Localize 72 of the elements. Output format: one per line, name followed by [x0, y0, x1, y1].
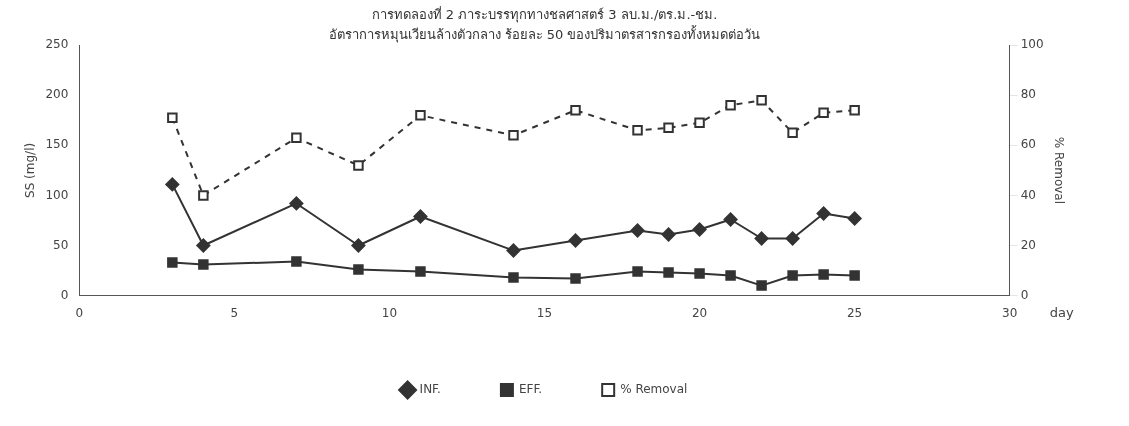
point: [570, 105, 581, 116]
point: [694, 268, 705, 279]
point: [198, 190, 209, 201]
point: [754, 231, 769, 246]
point: [849, 105, 860, 116]
point: [663, 122, 674, 134]
point: [506, 243, 521, 258]
x-axis-title: day: [1049, 304, 1074, 320]
point: [353, 160, 364, 171]
point: [756, 280, 767, 291]
point: [818, 107, 829, 119]
y2-tick-label: 100: [1020, 37, 1044, 52]
point: [568, 233, 583, 248]
point: [291, 256, 302, 267]
y-tick-label: 250: [45, 37, 69, 52]
point: [663, 267, 674, 278]
y2-tick-label: 60: [1020, 137, 1036, 152]
point: [508, 272, 519, 283]
chart-subtitle: อัตราการหมุนเวียนล้างตัวกลาง ร้อยละ 50 ของปริมาตรสารกรองทั้งหมดต่อวัน: [328, 24, 761, 43]
point: [785, 231, 800, 246]
point: [816, 206, 831, 221]
y-tick-label: 0: [60, 287, 69, 302]
point: [570, 273, 581, 284]
point: [661, 227, 676, 242]
point: [818, 269, 829, 280]
x-tick-label: 10: [381, 305, 398, 320]
point: [632, 266, 643, 277]
point: [630, 223, 645, 238]
point: [632, 125, 643, 136]
point: [167, 112, 178, 124]
point: [165, 177, 180, 192]
legend-label: INF.: [419, 382, 441, 397]
y2-tick-label: 0: [1020, 287, 1029, 302]
point: [756, 95, 767, 106]
y2-tick-label: 80: [1020, 87, 1036, 102]
point: [415, 110, 426, 121]
x-tick-label: 20: [691, 305, 708, 320]
y2-axis-title: % Removal: [1051, 136, 1066, 205]
point: [787, 127, 798, 139]
y-tick-label: 200: [45, 87, 69, 102]
point: [787, 270, 798, 281]
point: [413, 209, 428, 224]
point: [167, 257, 178, 268]
point: [289, 196, 304, 211]
x-tick-label: 25: [846, 305, 863, 320]
x-tick-label: 0: [75, 305, 84, 320]
y2-tick-label: 40: [1020, 187, 1036, 202]
x-tick-label: 5: [230, 305, 239, 320]
point: [725, 270, 736, 281]
point: [198, 259, 209, 270]
point: [692, 222, 707, 237]
chart-title: การทดลองที่ 2 ภาระบรรทุกทางชลศาสตร์ 3 ลบ.ม./ตร.ม.-ชม.: [371, 6, 718, 24]
y-axis-title: SS (mg/l): [23, 142, 38, 198]
legend-label: EFF.: [518, 382, 543, 397]
y-tick-label: 150: [45, 137, 69, 152]
point: [723, 212, 738, 227]
y-tick-label: 100: [45, 187, 69, 202]
point: [694, 117, 705, 129]
point: [291, 132, 302, 144]
point: [508, 130, 519, 141]
x-tick-label: 30: [1002, 305, 1018, 320]
point: [725, 100, 736, 111]
point: [849, 270, 860, 281]
y-tick-label: 50: [53, 237, 69, 252]
x-tick-label: 15: [536, 305, 553, 320]
y2-tick-label: 20: [1020, 237, 1036, 252]
point: [415, 266, 426, 277]
point: [351, 238, 366, 253]
point: [847, 211, 862, 226]
legend-label: % Removal: [620, 382, 688, 397]
point: [196, 238, 211, 253]
point: [353, 264, 364, 275]
